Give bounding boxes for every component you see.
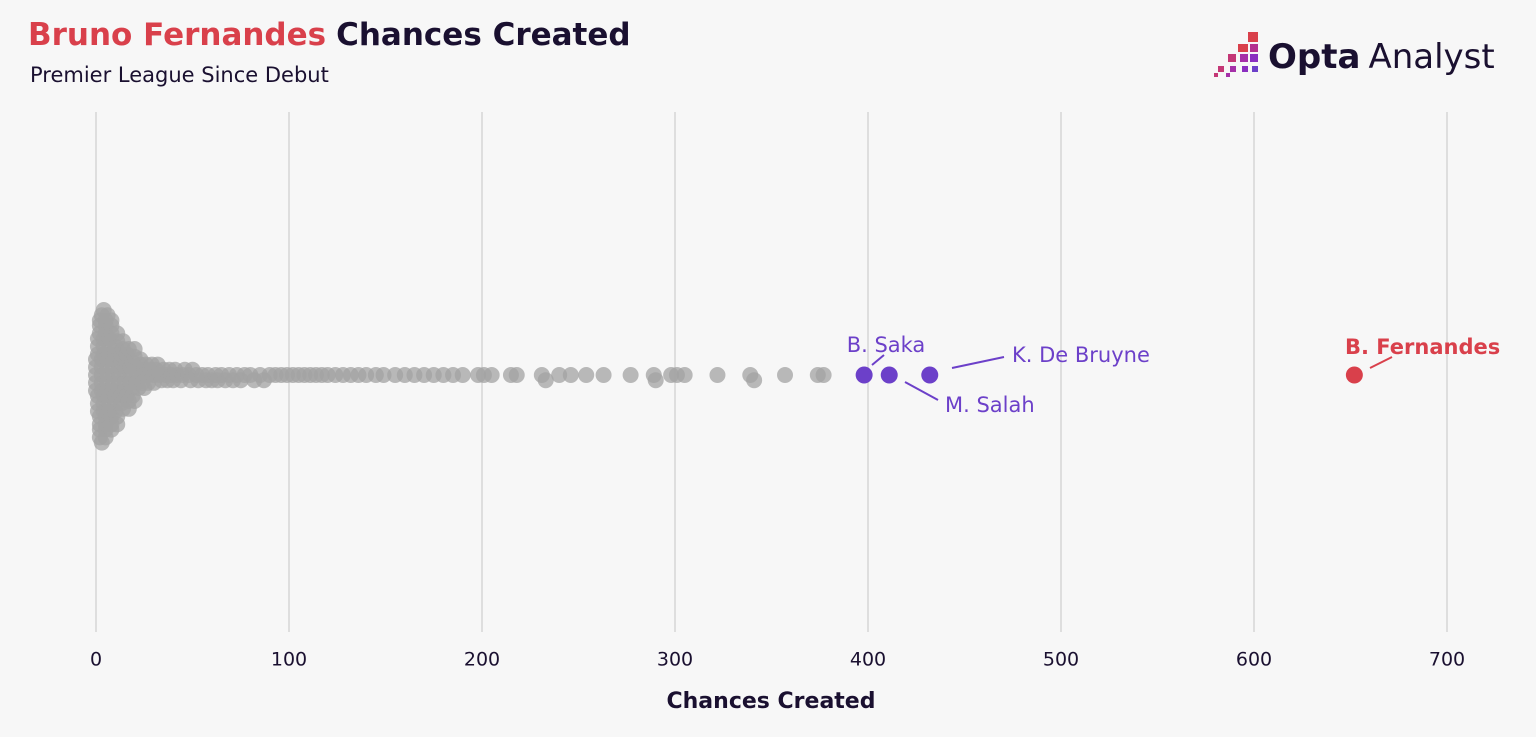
point: [709, 367, 726, 383]
point: [595, 367, 612, 383]
point: [454, 367, 471, 383]
x-tick-label: 400: [850, 649, 886, 671]
title-rest: Chances Created: [336, 17, 630, 53]
x-tick-label: 0: [90, 649, 102, 671]
point: [562, 367, 579, 383]
point: [109, 416, 126, 433]
subtitle: Premier League Since Debut: [30, 63, 329, 87]
x-tick-label: 200: [464, 649, 500, 671]
leader-line: [1369, 356, 1393, 369]
highlight-point: [1345, 366, 1363, 384]
point: [551, 367, 568, 383]
x-tick-label: 500: [1043, 649, 1079, 671]
x-tick-label: 600: [1236, 649, 1272, 671]
point: [622, 367, 639, 383]
x-tick-label: 300: [657, 649, 693, 671]
leader-line: [871, 354, 885, 366]
point: [676, 367, 693, 383]
point: [103, 312, 120, 329]
point: [126, 393, 143, 409]
highlight-point: [880, 366, 898, 384]
leader-line: [951, 356, 1005, 369]
logo-text: Opta Analyst: [1268, 37, 1495, 77]
chart-title: Bruno Fernandes Chances Created: [28, 17, 631, 53]
highlight-point: [855, 366, 873, 384]
x-tick-label: 700: [1429, 649, 1465, 671]
logo-product: Analyst: [1368, 37, 1494, 77]
point: [508, 367, 525, 383]
point: [578, 367, 595, 383]
point: [777, 367, 794, 383]
highlight-label: M. Salah: [945, 393, 1035, 417]
leader-line: [904, 381, 939, 401]
logo-brand: Opta: [1268, 37, 1360, 77]
point: [375, 367, 392, 383]
title-highlight: Bruno Fernandes: [28, 17, 326, 53]
x-axis-label: Chances Created: [667, 689, 876, 714]
point: [483, 367, 500, 383]
x-tick-label: 100: [271, 649, 307, 671]
point: [746, 372, 763, 389]
logo-icon: [1214, 32, 1258, 77]
point: [537, 372, 554, 389]
highlight-label: B. Fernandes: [1345, 335, 1500, 359]
point: [815, 367, 832, 383]
point: [647, 372, 664, 389]
highlight-label: K. De Bruyne: [1012, 343, 1150, 367]
highlight-label: B. Saka: [847, 333, 926, 357]
highlight-point: [921, 366, 939, 384]
